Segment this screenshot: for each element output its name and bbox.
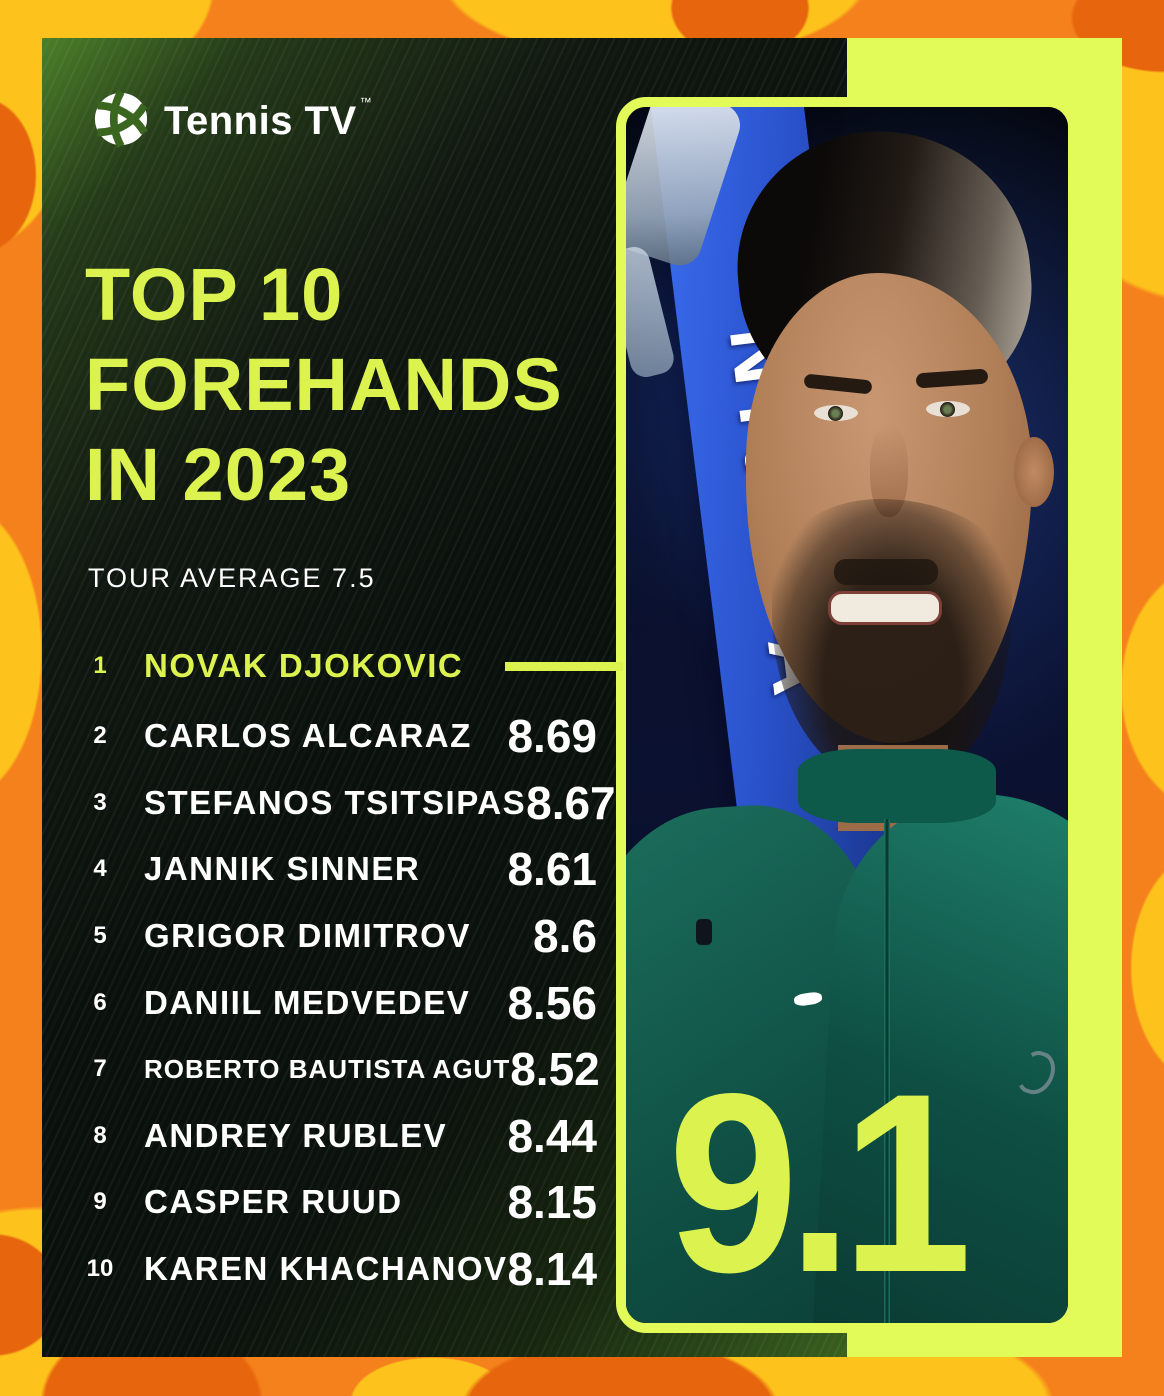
player-score: 8.67	[526, 776, 616, 829]
ranking-row-10: 10 KAREN KHACHANOV 8.14	[80, 1236, 597, 1303]
rank-number: 3	[93, 788, 107, 816]
tour-average-note: TOUR AVERAGE 7.5	[88, 563, 376, 593]
player-score: 8.14	[507, 1243, 598, 1296]
ranking-row-8: 8 ANDREY RUBLEV 8.44	[80, 1103, 597, 1170]
rank-number: 9	[93, 1188, 107, 1216]
ranking-row-3: 3 STEFANOS TSITSIPAS 8.67	[80, 770, 615, 837]
player-score: 8.15	[507, 1176, 597, 1229]
ranking-list: 1 NOVAK DJOKOVIC 2 CARLOS ALCARAZ 8.69 3…	[80, 629, 623, 1303]
main-card: Tennis TV ™ TOP 10 FOREHANDS IN 2023 TOUR…	[42, 38, 1122, 1357]
clip-microphone	[696, 919, 712, 945]
player-name: KAREN KHACHANOV	[144, 1250, 508, 1288]
title-line-1: TOP 10	[85, 253, 344, 336]
rank-number: 1	[93, 652, 107, 679]
trademark-symbol: ™	[359, 94, 373, 109]
leader-line	[505, 662, 623, 671]
player-score: 8.56	[507, 976, 597, 1029]
player-name: GRIGOR DIMITROV	[144, 917, 471, 955]
rank-number: 4	[93, 855, 107, 883]
player-score: 8.6	[533, 910, 597, 963]
player-eye-left	[814, 405, 858, 421]
rank-number: 6	[93, 988, 107, 1016]
rank-number: 5	[93, 922, 107, 950]
player-score: 8.61	[507, 843, 597, 896]
player-name: JANNIK SINNER	[144, 850, 421, 888]
page-title: TOP 10 FOREHANDS IN 2023	[85, 250, 563, 520]
player-name: CARLOS ALCARAZ	[144, 717, 472, 755]
rank-number: 8	[93, 1121, 107, 1149]
ranking-row-4: 4 JANNIK SINNER 8.61	[80, 836, 597, 903]
player-eye-right	[926, 401, 970, 417]
logo-text: Tennis TV ™	[164, 95, 372, 144]
player-name: NOVAK DJOKOVIC	[144, 647, 464, 684]
tennis-ball-icon	[94, 90, 148, 148]
tennistv-logo: Tennis TV ™	[92, 90, 372, 148]
ranking-row-9: 9 CASPER RUUD 8.15	[80, 1169, 597, 1236]
player-score: 8.52	[510, 1043, 600, 1096]
title-line-2: FOREHANDS	[85, 343, 563, 426]
ranking-row-6: 6 DANIIL MEDVEDEV 8.56	[80, 969, 597, 1036]
player-name: ANDREY RUBLEV	[144, 1116, 448, 1154]
player-score: 8.69	[507, 710, 597, 763]
ranking-row-2: 2 CARLOS ALCARAZ 8.69	[80, 703, 597, 770]
player-photo: Nitto A 9.1	[616, 97, 1078, 1333]
player-name: STEFANOS TSITSIPAS	[144, 783, 527, 821]
ranking-row-1: 1 NOVAK DJOKOVIC	[80, 629, 623, 703]
player-name: CASPER RUUD	[144, 1183, 403, 1221]
ranking-row-5: 5 GRIGOR DIMITROV 8.6	[80, 903, 597, 970]
rank-number: 2	[93, 722, 107, 750]
player-mustache	[834, 559, 938, 585]
player-ear	[1014, 437, 1054, 507]
ranking-row-7: 7 ROBERTO BAUTISTA AGUT 8.52	[80, 1036, 600, 1103]
jacket-collar	[798, 749, 996, 823]
djokovic-rating-overlay: 9.1	[668, 1041, 972, 1326]
logo-wordmark: Tennis TV	[164, 98, 357, 143]
rank-number: 10	[86, 1255, 114, 1283]
player-name: ROBERTO BAUTISTA AGUT	[144, 1053, 511, 1084]
title-line-3: IN 2023	[85, 433, 352, 516]
rank-number: 7	[93, 1055, 107, 1083]
player-beard	[772, 499, 1012, 789]
jacket-zipper	[884, 819, 890, 1323]
player-score: 8.44	[507, 1109, 597, 1162]
player-smile	[828, 591, 942, 625]
player-name: DANIIL MEDVEDEV	[144, 983, 471, 1021]
